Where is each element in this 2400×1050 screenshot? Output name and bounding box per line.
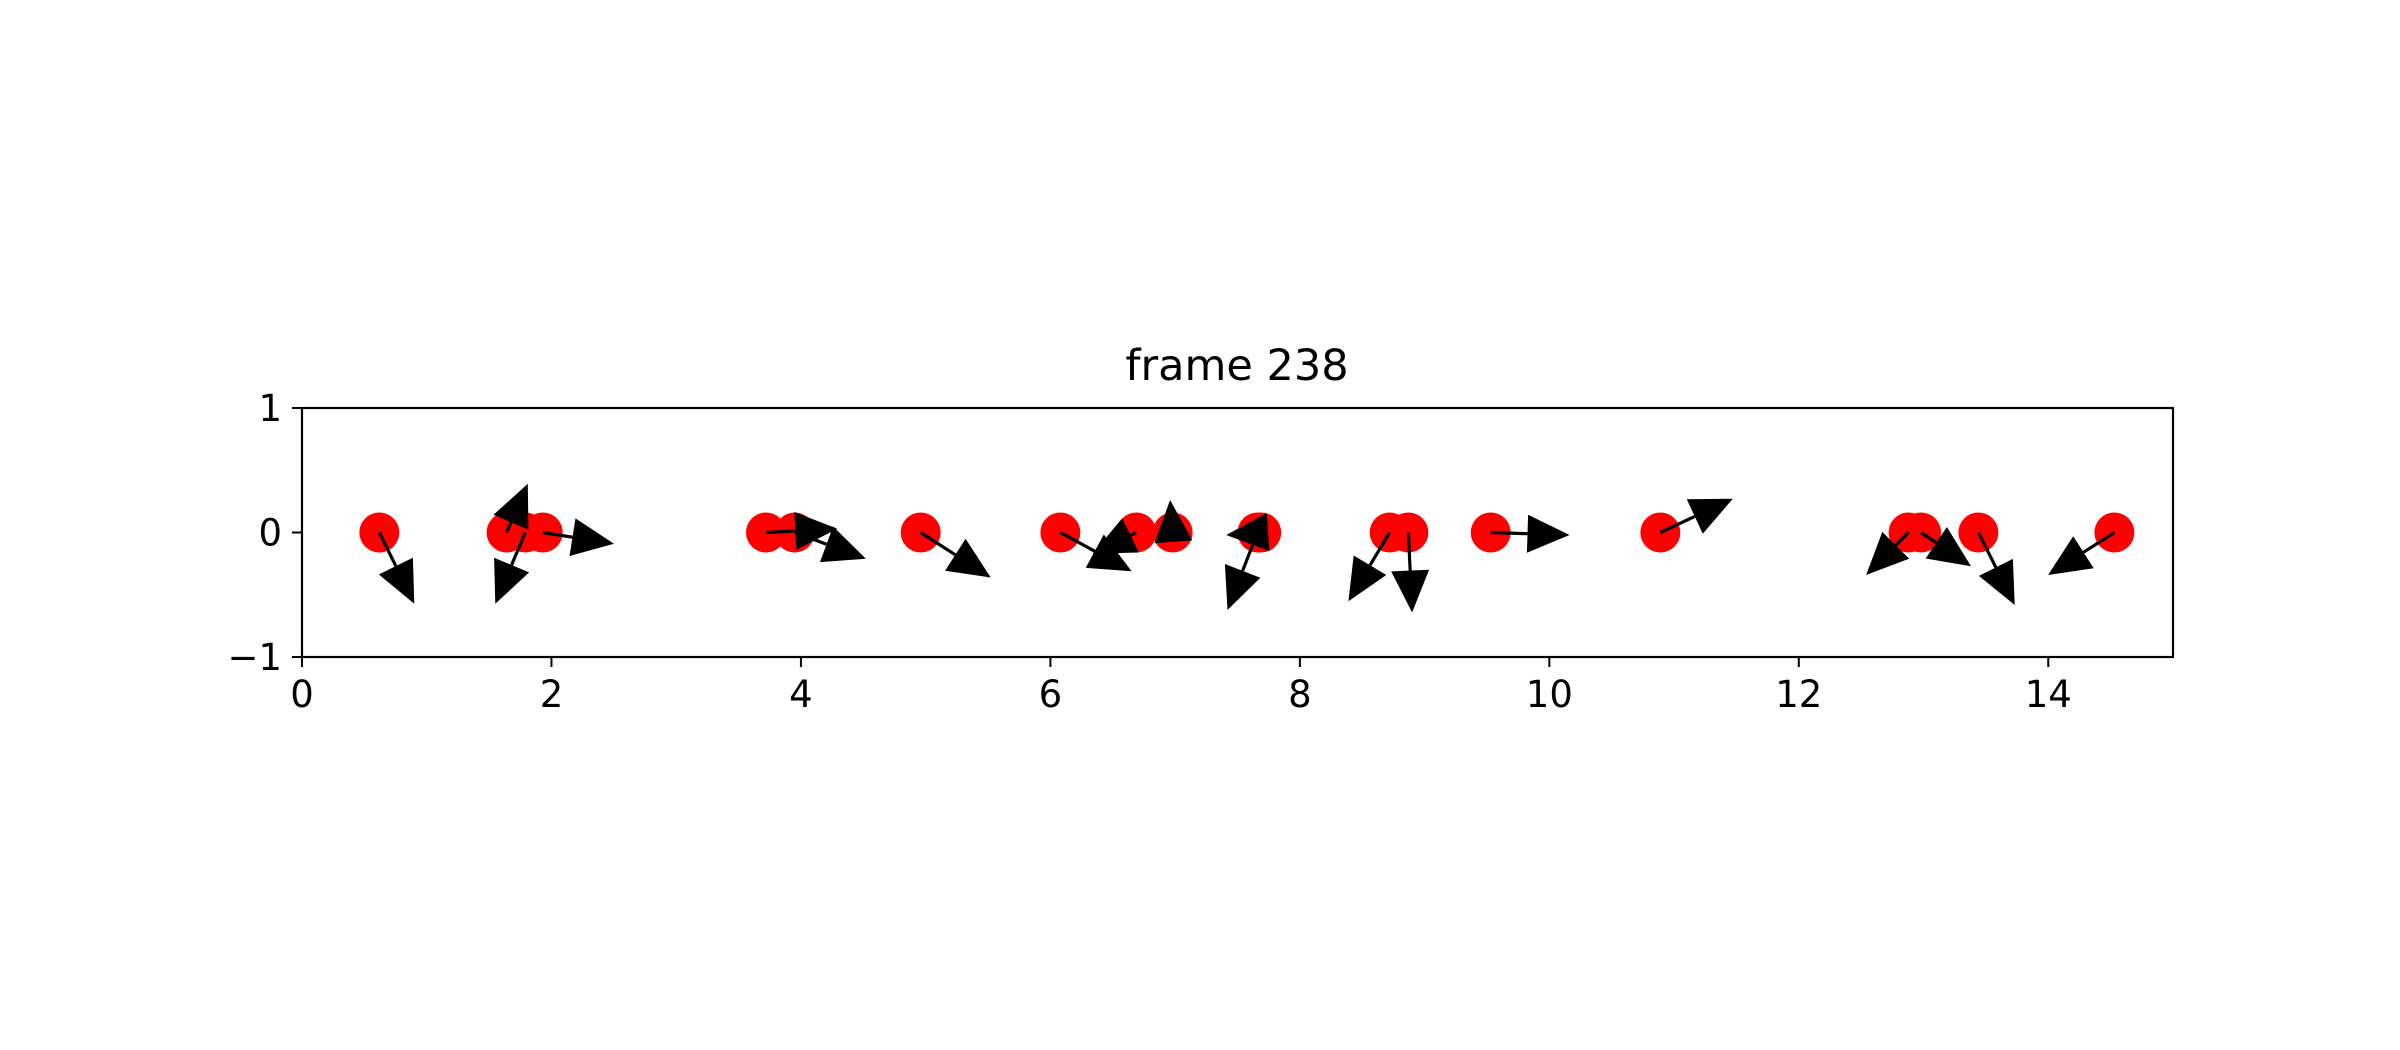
arrow-head	[794, 512, 838, 550]
arrow-shaft	[505, 521, 513, 534]
arrow-head	[1526, 514, 1570, 553]
arrow-head	[945, 538, 991, 578]
arrow-head	[1348, 555, 1387, 602]
arrow-shaft	[1490, 530, 1528, 536]
arrow-head	[820, 526, 866, 563]
arrow-head	[1154, 500, 1193, 544]
chart-marks	[359, 483, 2135, 613]
y-tick-label: 0	[258, 512, 282, 555]
x-tick-label: 10	[1526, 673, 1573, 716]
arrow-head	[1391, 569, 1430, 613]
arrow-shaft	[510, 531, 527, 566]
arrow-head	[1092, 518, 1139, 554]
arrow-head	[2048, 536, 2094, 575]
y-axis: −1 0 1	[227, 387, 302, 679]
arrow-shaft	[1976, 531, 1998, 569]
x-tick-label: 8	[1288, 673, 1312, 716]
arrow-shaft	[1368, 531, 1392, 567]
arrow-head	[1226, 513, 1270, 551]
x-tick-label: 6	[1039, 673, 1063, 716]
arrow-shaft	[1059, 531, 1096, 553]
arrow-head	[378, 557, 415, 604]
arrow-head	[1925, 527, 1971, 567]
arrow-shaft	[1920, 531, 1938, 545]
arrow-shaft	[794, 530, 828, 546]
x-tick-label: 0	[290, 673, 314, 716]
arrow-shaft	[765, 529, 796, 535]
arrow-head	[1866, 531, 1910, 575]
arrow-shaft	[1129, 531, 1138, 537]
x-tick-label: 14	[2025, 673, 2072, 716]
arrow-head	[493, 483, 529, 530]
arrow-shaft	[919, 531, 957, 557]
arrow-head	[569, 518, 614, 556]
arrow-shaft	[542, 530, 573, 539]
x-tick-label: 4	[789, 673, 813, 716]
y-tick-label: −1	[227, 636, 282, 679]
chart-title: frame 238	[1125, 341, 1348, 391]
arrow-head	[1686, 498, 1733, 534]
arrow-shaft	[1406, 532, 1412, 571]
arrow-head	[1224, 564, 1261, 610]
x-tick-label: 2	[540, 673, 564, 716]
arrow-shaft	[377, 531, 398, 567]
arrow-head	[494, 557, 530, 604]
y-tick-label: 1	[258, 387, 282, 430]
x-tick-label: 12	[1775, 673, 1822, 716]
x-axis: 0 2 4 6 8 10 12 14	[290, 657, 2072, 716]
arrow-shaft	[2082, 531, 2116, 554]
arrow-shaft	[1894, 531, 1910, 547]
arrow-shaft	[1659, 515, 1696, 534]
arrow-head	[1978, 558, 2015, 605]
